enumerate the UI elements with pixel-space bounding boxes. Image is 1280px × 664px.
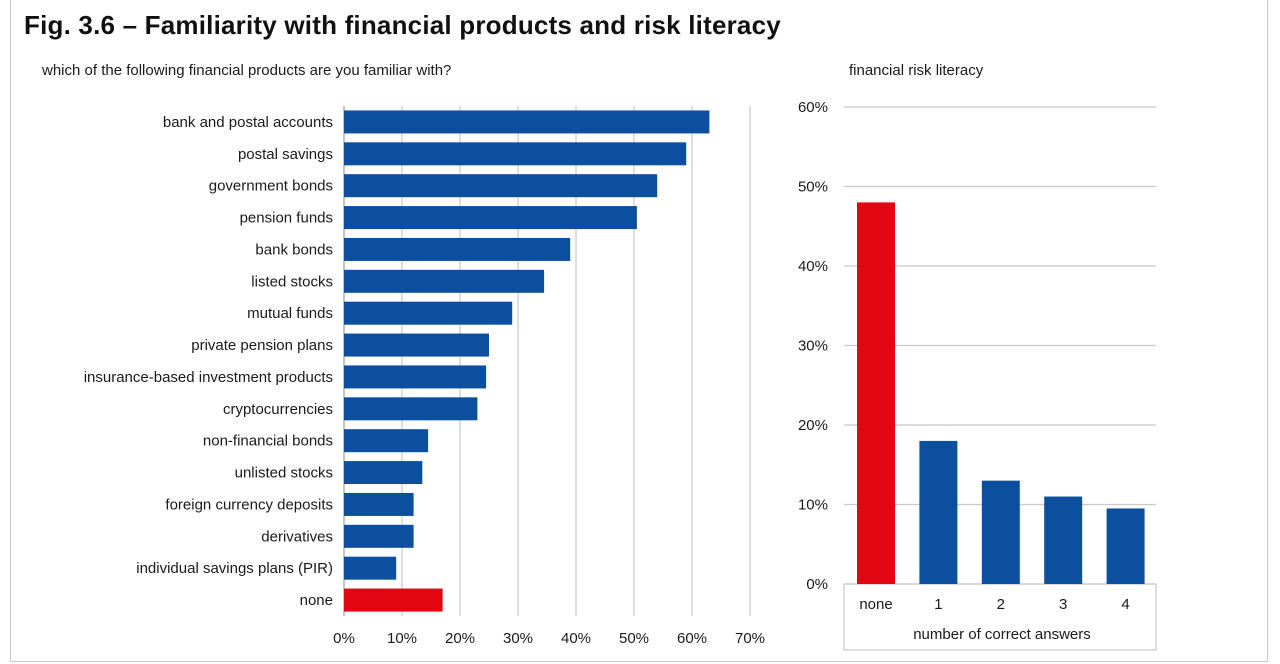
bar bbox=[344, 333, 489, 357]
category-label: foreign currency deposits bbox=[165, 496, 333, 513]
y-tick-label: 40% bbox=[798, 258, 828, 275]
bar bbox=[981, 480, 1020, 584]
category-label: postal savings bbox=[238, 146, 333, 163]
y-tick-label: 30% bbox=[798, 338, 828, 355]
figure-title: Fig. 3.6 – Familiarity with financial pr… bbox=[24, 10, 781, 40]
category-label: government bonds bbox=[209, 178, 333, 195]
x-tick-label: 70% bbox=[735, 630, 765, 647]
y-tick-label: 50% bbox=[798, 179, 828, 196]
x-tick-label: 10% bbox=[387, 630, 417, 647]
bar bbox=[857, 202, 895, 584]
bar bbox=[344, 301, 513, 325]
x-tick-label: 50% bbox=[619, 630, 649, 647]
bar bbox=[344, 556, 397, 580]
bar bbox=[344, 174, 658, 198]
bar bbox=[344, 461, 423, 485]
bar bbox=[1106, 508, 1145, 584]
category-label: insurance-based investment products bbox=[84, 369, 333, 386]
category-label: unlisted stocks bbox=[235, 465, 333, 482]
category-label: none bbox=[300, 592, 333, 609]
bar bbox=[1044, 496, 1083, 584]
bar bbox=[344, 492, 414, 516]
category-label: bank and postal accounts bbox=[163, 114, 333, 131]
bar bbox=[344, 237, 571, 261]
category-label: 4 bbox=[1121, 596, 1129, 613]
category-label: pension funds bbox=[240, 210, 333, 227]
category-label: 3 bbox=[1059, 596, 1067, 613]
category-label: cryptocurrencies bbox=[223, 401, 333, 418]
left-chart-title: which of the following financial product… bbox=[42, 62, 452, 79]
y-tick-label: 0% bbox=[806, 576, 828, 593]
bar bbox=[344, 365, 487, 389]
category-label: mutual funds bbox=[247, 305, 333, 322]
category-label: none bbox=[859, 596, 892, 613]
bar bbox=[919, 440, 958, 584]
x-axis-title: number of correct answers bbox=[913, 626, 1091, 643]
x-tick-label: 0% bbox=[333, 630, 355, 647]
category-label: non-financial bonds bbox=[203, 433, 333, 450]
y-tick-label: 10% bbox=[798, 497, 828, 514]
category-label: 2 bbox=[997, 596, 1005, 613]
category-label: bank bonds bbox=[255, 241, 333, 258]
category-label: 1 bbox=[934, 596, 942, 613]
y-tick-label: 20% bbox=[798, 417, 828, 434]
bar bbox=[344, 429, 429, 453]
bar bbox=[344, 142, 687, 166]
category-label: private pension plans bbox=[191, 337, 333, 354]
bar bbox=[344, 397, 478, 421]
category-label: listed stocks bbox=[251, 273, 333, 290]
bar bbox=[344, 269, 545, 293]
category-label: derivatives bbox=[261, 528, 333, 545]
x-tick-label: 30% bbox=[503, 630, 533, 647]
bar bbox=[344, 206, 637, 230]
x-tick-label: 40% bbox=[561, 630, 591, 647]
x-tick-label: 20% bbox=[445, 630, 475, 647]
right-chart-title: financial risk literacy bbox=[849, 62, 984, 79]
y-tick-label: 60% bbox=[798, 99, 828, 116]
bar bbox=[344, 524, 414, 548]
bar bbox=[344, 110, 710, 134]
bar bbox=[344, 588, 443, 612]
category-label: individual savings plans (PIR) bbox=[136, 560, 333, 577]
x-tick-label: 60% bbox=[677, 630, 707, 647]
figure-frame bbox=[10, 0, 1268, 662]
